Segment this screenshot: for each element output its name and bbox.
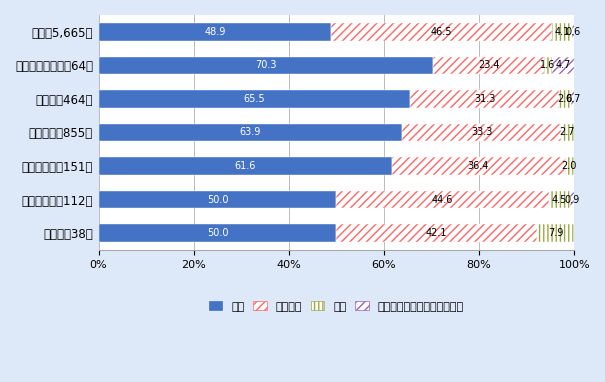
Bar	[331, 23, 552, 40]
Text: 2.0: 2.0	[562, 161, 577, 171]
Legend: 拡大, 現状維持, 縮小, 第三国（地域）へ移転・撤退: 拡大, 現状維持, 縮小, 第三国（地域）へ移転・撤退	[206, 298, 467, 315]
Text: 42.1: 42.1	[426, 228, 447, 238]
Bar	[433, 57, 544, 74]
Bar	[549, 191, 570, 208]
Bar	[391, 157, 564, 175]
Bar	[552, 23, 572, 40]
Bar	[433, 57, 544, 74]
Bar	[570, 191, 574, 208]
Text: 50.0: 50.0	[207, 228, 228, 238]
Bar	[99, 57, 433, 74]
Text: 4.5: 4.5	[552, 194, 567, 205]
Bar	[336, 191, 549, 208]
Bar	[336, 225, 537, 242]
Bar	[549, 191, 570, 208]
Text: 0.7: 0.7	[565, 94, 581, 104]
Text: 0.6: 0.6	[566, 27, 581, 37]
Bar	[537, 225, 574, 242]
Text: 23.4: 23.4	[478, 60, 499, 70]
Text: 2.6: 2.6	[557, 94, 573, 104]
Text: 44.6: 44.6	[432, 194, 453, 205]
Bar	[402, 124, 561, 141]
Text: 36.4: 36.4	[468, 161, 489, 171]
Bar	[331, 23, 552, 40]
Bar	[572, 23, 575, 40]
Bar	[544, 57, 552, 74]
Bar	[572, 23, 575, 40]
Text: 70.3: 70.3	[255, 60, 276, 70]
Bar	[571, 90, 575, 108]
Bar	[402, 124, 561, 141]
Bar	[564, 157, 574, 175]
Bar	[99, 124, 402, 141]
Bar	[336, 225, 537, 242]
Bar	[552, 57, 574, 74]
Bar	[99, 23, 331, 40]
Bar	[99, 23, 331, 40]
Bar	[410, 90, 559, 108]
Bar	[99, 124, 402, 141]
Bar	[564, 157, 574, 175]
Bar	[410, 90, 559, 108]
Bar	[559, 90, 571, 108]
Bar	[559, 90, 571, 108]
Text: 63.9: 63.9	[240, 128, 261, 138]
Bar	[99, 191, 336, 208]
Bar	[552, 23, 572, 40]
Bar	[99, 157, 391, 175]
Bar	[552, 57, 574, 74]
Text: 7.9: 7.9	[548, 228, 563, 238]
Bar	[99, 191, 336, 208]
Bar	[544, 57, 552, 74]
Bar	[99, 90, 410, 108]
Text: 31.3: 31.3	[474, 94, 495, 104]
Bar	[99, 225, 336, 242]
Text: 2.7: 2.7	[560, 128, 575, 138]
Bar	[99, 157, 391, 175]
Text: 61.6: 61.6	[234, 161, 256, 171]
Bar	[99, 225, 336, 242]
Text: 33.3: 33.3	[471, 128, 492, 138]
Text: 0.9: 0.9	[564, 194, 580, 205]
Text: 4.1: 4.1	[554, 27, 570, 37]
Bar	[537, 225, 574, 242]
Bar	[336, 191, 549, 208]
Text: 46.5: 46.5	[431, 27, 453, 37]
Bar	[391, 157, 564, 175]
Text: 1.6: 1.6	[540, 60, 555, 70]
Text: 50.0: 50.0	[207, 194, 228, 205]
Bar	[99, 57, 433, 74]
Bar	[570, 191, 574, 208]
Bar	[99, 90, 410, 108]
Bar	[561, 124, 574, 141]
Text: 65.5: 65.5	[244, 94, 265, 104]
Bar	[561, 124, 574, 141]
Text: 4.7: 4.7	[555, 60, 571, 70]
Text: 48.9: 48.9	[204, 27, 226, 37]
Bar	[571, 90, 575, 108]
